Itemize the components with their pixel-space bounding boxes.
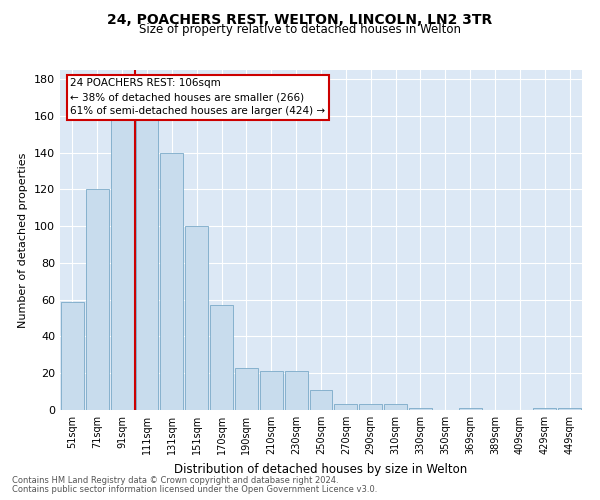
Bar (334, 404, 357, 410)
Y-axis label: Number of detached properties: Number of detached properties (19, 152, 28, 328)
Bar (260, 372, 283, 410)
Bar (86, 190, 109, 410)
Bar (160, 152, 183, 410)
Text: Contains public sector information licensed under the Open Government Licence v3: Contains public sector information licen… (12, 485, 377, 494)
Bar (285, 372, 308, 410)
Bar (558, 408, 581, 410)
Text: Contains HM Land Registry data © Crown copyright and database right 2024.: Contains HM Land Registry data © Crown c… (12, 476, 338, 485)
Text: 24, POACHERS REST, WELTON, LINCOLN, LN2 3TR: 24, POACHERS REST, WELTON, LINCOLN, LN2 … (107, 12, 493, 26)
Bar (111, 116, 134, 410)
Text: Size of property relative to detached houses in Welton: Size of property relative to detached ho… (139, 22, 461, 36)
Bar (459, 408, 482, 410)
Bar (210, 305, 233, 410)
X-axis label: Distribution of detached houses by size in Welton: Distribution of detached houses by size … (175, 462, 467, 475)
Bar (359, 404, 382, 410)
Text: 24 POACHERS REST: 106sqm
← 38% of detached houses are smaller (266)
61% of semi-: 24 POACHERS REST: 106sqm ← 38% of detach… (70, 78, 326, 116)
Bar (235, 368, 258, 410)
Bar (409, 408, 432, 410)
Bar (61, 302, 84, 410)
Bar (136, 116, 158, 410)
Bar (533, 408, 556, 410)
Bar (310, 390, 332, 410)
Bar (185, 226, 208, 410)
Bar (384, 404, 407, 410)
